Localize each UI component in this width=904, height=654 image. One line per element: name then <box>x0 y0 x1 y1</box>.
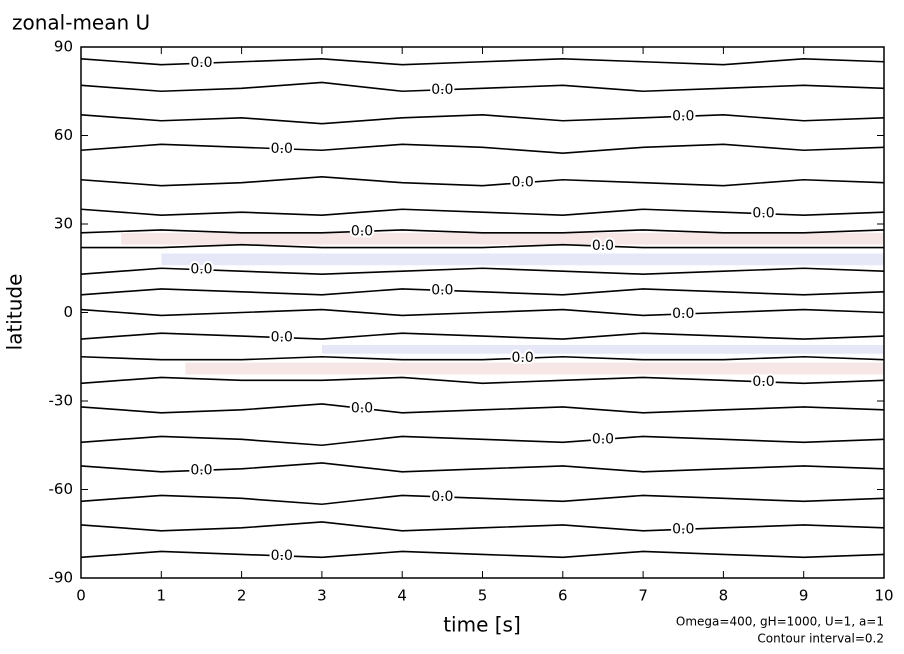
x-tick-label: 6 <box>558 587 568 605</box>
x-tick-label: 10 <box>874 587 893 605</box>
contour-label: 0.0 <box>431 489 453 505</box>
contour-label: 0.0 <box>672 521 694 537</box>
contour-line <box>80 521 885 532</box>
contour-line <box>80 355 885 361</box>
contour-label: 0.0 <box>271 141 293 157</box>
contour-line <box>80 288 885 296</box>
contour-line <box>80 403 885 414</box>
contour-line <box>80 267 885 275</box>
y-tick-label: 60 <box>54 126 73 144</box>
contour-line <box>80 494 885 506</box>
x-tick-label: 5 <box>478 587 488 605</box>
contour-label: 0.0 <box>592 431 614 447</box>
contour-line <box>80 208 885 216</box>
contour-line <box>80 175 885 187</box>
annotation: Contour interval=0.2 <box>757 632 884 646</box>
contour-line <box>80 81 885 93</box>
x-tick-label: 8 <box>719 587 729 605</box>
annotation: Omega=400, gH=1000, U=1, a=1 <box>676 615 884 629</box>
shaded-band <box>321 344 884 354</box>
x-tick-label: 0 <box>76 587 86 605</box>
contour-line <box>81 243 884 249</box>
chart-title: zonal-mean U <box>12 11 150 35</box>
contour-label: 0.0 <box>431 282 453 298</box>
x-axis-label: time [s] <box>443 613 521 637</box>
contour-label: 0.0 <box>752 206 774 222</box>
x-tick-label: 1 <box>157 587 167 605</box>
contour-label: 0.0 <box>351 400 373 416</box>
contour-label: 0.0 <box>672 306 694 322</box>
contour-line <box>80 550 885 559</box>
contour-line <box>80 308 885 317</box>
contour-label: 0.0 <box>190 262 212 278</box>
contour-line <box>80 462 885 473</box>
y-tick-label: -30 <box>49 392 74 410</box>
contour-label: 0.0 <box>271 548 293 564</box>
contour-line <box>80 376 885 385</box>
contour-label: 0.0 <box>190 462 212 478</box>
contour-label: 0.0 <box>672 108 694 124</box>
contour-line <box>80 57 885 66</box>
x-tick-label: 3 <box>317 587 327 605</box>
y-tick-label: -90 <box>49 569 74 587</box>
y-tick-label: 90 <box>54 38 73 56</box>
contour-line <box>80 229 885 234</box>
y-axis-label: latitude <box>3 274 27 351</box>
x-tick-label: 7 <box>638 587 648 605</box>
shaded-band <box>161 253 885 266</box>
contour-line <box>80 435 885 447</box>
contour-label: 0.0 <box>752 374 774 390</box>
x-tick-label: 4 <box>397 587 407 605</box>
contour-label: 0.0 <box>592 238 614 254</box>
contour-line <box>80 114 885 125</box>
y-tick-label: 0 <box>63 303 73 321</box>
contour-label: 0.0 <box>512 175 534 191</box>
y-tick-label: -60 <box>49 480 74 498</box>
y-tick-label: 30 <box>54 215 73 233</box>
contour-label: 0.0 <box>271 330 293 346</box>
contour-label: 0.0 <box>351 223 373 239</box>
contour-label: 0.0 <box>512 350 534 366</box>
x-tick-label: 9 <box>799 587 809 605</box>
contour-label: 0.0 <box>431 82 453 98</box>
contour-line <box>80 143 885 155</box>
x-tick-label: 2 <box>237 587 247 605</box>
shaded-band <box>121 232 884 245</box>
contour-line <box>80 332 885 340</box>
shaded-band <box>185 362 884 375</box>
contour-label: 0.0 <box>190 55 212 71</box>
